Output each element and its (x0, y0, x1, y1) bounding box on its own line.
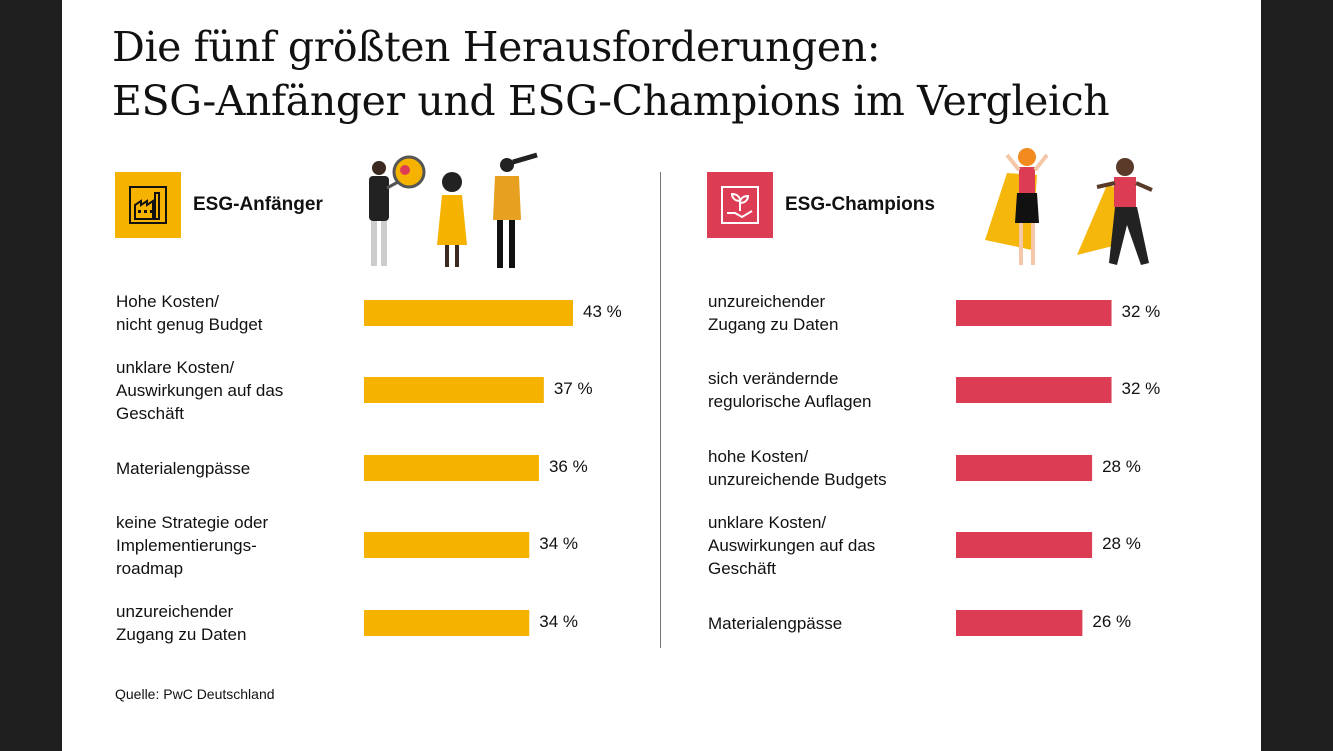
people-illustration-anfaenger (369, 152, 538, 268)
anfaenger-value-label-3: 36 % (548, 457, 588, 476)
anfaenger-value-label-5: 34 % (539, 612, 578, 631)
plant-in-hand-icon (707, 172, 773, 238)
anfaenger-category-label-4: keine Strategie oder Implementierungs- r… (116, 512, 269, 578)
champions-value-label-2: 32 % (1121, 379, 1161, 398)
champions-bar-3 (956, 455, 1093, 481)
anfaenger-category-label-5: unzureichender Zugang zu Daten (116, 602, 247, 644)
anfaenger-value-label-4: 34 % (539, 534, 578, 553)
anfaenger-bar-5 (364, 610, 530, 636)
anfaenger-value-label-1: 43 % (583, 302, 622, 321)
anfaenger-bar-1 (364, 300, 573, 326)
bar-chart-svg (364, 300, 1112, 636)
champions-value-label-1: 32 % (1121, 302, 1161, 321)
page-title: Die fünf größten Herausforderungen: ESG-… (112, 20, 1212, 128)
champions-header: ESG-Champions (707, 172, 935, 238)
anfaenger-bar-2 (364, 377, 544, 403)
champions-value-label-4: 28 % (1102, 534, 1141, 553)
title-line-1: Die fünf größten Herausforderungen: (112, 23, 881, 71)
factory-icon (115, 172, 181, 238)
champions-value-label-5: 26 % (1092, 612, 1132, 631)
anfaenger-category-label-3: Materialengpässe (116, 458, 251, 478)
champions-bar-1 (956, 300, 1112, 326)
anfaenger-category-label-2: unklare Kosten/ Auswirkungen auf das Ges… (116, 357, 284, 423)
people-illustration-champions (985, 148, 1153, 265)
anfaenger-value-label-2: 37 % (553, 379, 593, 398)
champions-category-label-4: unklare Kosten/ Auswirkungen auf das Ges… (708, 512, 876, 578)
champions-category-label-5: Materialengpässe (708, 613, 843, 633)
champions-bar-4 (956, 532, 1093, 558)
champions-value-label-3: 28 % (1102, 457, 1141, 476)
champions-category-label-1: unzureichender Zugang zu Daten (708, 292, 839, 334)
champions-bar-2 (956, 377, 1112, 403)
panel-divider (660, 172, 661, 648)
anfaenger-header: ESG-Anfänger (115, 172, 323, 238)
champions-category-label-2: sich verändernde regulorische Auflagen (708, 369, 872, 411)
anfaenger-category-label-1: Hohe Kosten/ nicht genug Budget (116, 292, 263, 334)
source-note: Quelle: PwC Deutschland (115, 686, 275, 702)
title-line-2: ESG-Anfänger und ESG-Champions im Vergle… (112, 77, 1110, 125)
anfaenger-bar-4 (364, 532, 530, 558)
champions-title: ESG-Champions (785, 194, 935, 215)
anfaenger-title: ESG-Anfänger (193, 194, 323, 215)
anfaenger-bar-3 (364, 455, 539, 481)
champions-category-label-3: hohe Kosten/ unzureichende Budgets (708, 447, 887, 489)
champions-bar-5 (956, 610, 1083, 636)
infographic-card: Die fünf größten Herausforderungen: ESG-… (62, 0, 1261, 751)
